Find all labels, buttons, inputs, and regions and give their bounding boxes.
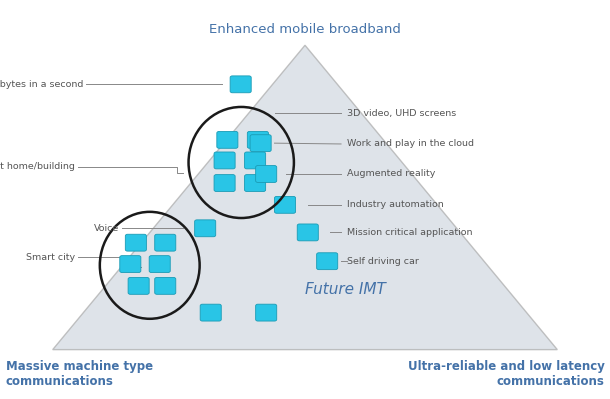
Text: Voice: Voice [94, 224, 119, 233]
FancyBboxPatch shape [245, 152, 265, 169]
FancyBboxPatch shape [245, 175, 265, 192]
Text: Enhanced mobile broadband: Enhanced mobile broadband [209, 23, 401, 36]
Text: Massive machine type
communications: Massive machine type communications [5, 360, 152, 388]
FancyBboxPatch shape [200, 304, 221, 321]
Text: Gigabytes in a second: Gigabytes in a second [0, 80, 83, 89]
Text: Self driving car: Self driving car [346, 257, 418, 266]
Text: Ultra-reliable and low latency
communications: Ultra-reliable and low latency communica… [407, 360, 605, 388]
FancyBboxPatch shape [128, 277, 149, 294]
FancyBboxPatch shape [214, 152, 235, 169]
FancyBboxPatch shape [125, 234, 146, 251]
FancyBboxPatch shape [155, 234, 176, 251]
FancyBboxPatch shape [256, 304, 277, 321]
FancyBboxPatch shape [217, 131, 238, 148]
FancyBboxPatch shape [214, 175, 235, 192]
FancyBboxPatch shape [297, 224, 318, 241]
Text: 3D video, UHD screens: 3D video, UHD screens [346, 109, 456, 118]
Text: Mission critical application: Mission critical application [346, 228, 472, 237]
Polygon shape [52, 45, 558, 350]
FancyBboxPatch shape [317, 253, 338, 270]
FancyBboxPatch shape [230, 76, 251, 93]
Text: Augmented reality: Augmented reality [346, 170, 435, 178]
FancyBboxPatch shape [149, 256, 170, 273]
Text: Future IMT: Future IMT [305, 282, 386, 298]
FancyBboxPatch shape [274, 196, 296, 213]
FancyBboxPatch shape [120, 256, 141, 273]
Text: Smart city: Smart city [26, 253, 75, 262]
Text: Work and play in the cloud: Work and play in the cloud [346, 140, 473, 148]
Text: Industry automation: Industry automation [346, 200, 443, 209]
Text: Smart home/building: Smart home/building [0, 162, 75, 171]
FancyBboxPatch shape [195, 220, 216, 237]
FancyBboxPatch shape [247, 131, 268, 148]
FancyBboxPatch shape [256, 166, 277, 182]
FancyBboxPatch shape [155, 277, 176, 294]
FancyBboxPatch shape [250, 135, 271, 152]
